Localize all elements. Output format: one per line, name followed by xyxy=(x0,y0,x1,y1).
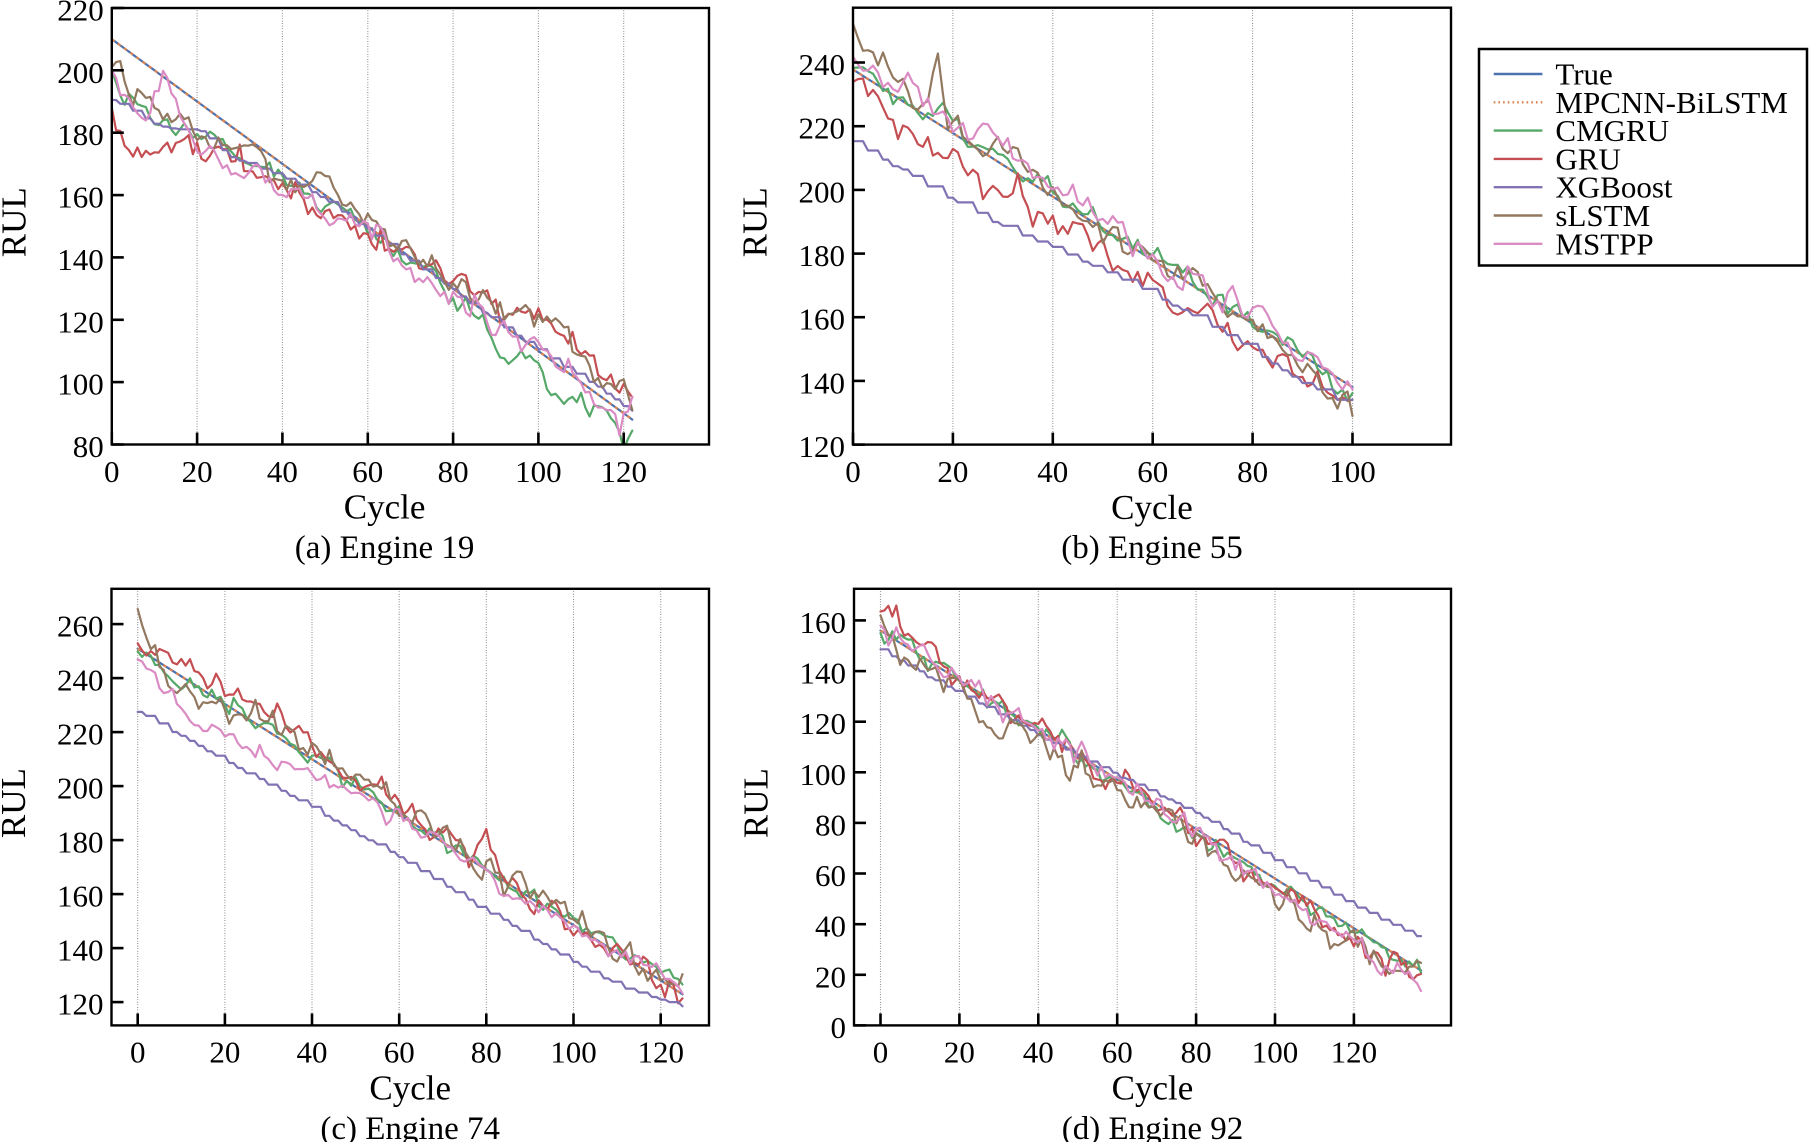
svg-text:100: 100 xyxy=(1252,1035,1299,1070)
svg-text:40: 40 xyxy=(267,454,298,489)
svg-text:20: 20 xyxy=(209,1035,240,1070)
svg-text:260: 260 xyxy=(57,609,104,644)
svg-text:100: 100 xyxy=(1329,454,1376,489)
svg-text:240: 240 xyxy=(799,47,846,82)
svg-text:20: 20 xyxy=(182,454,213,489)
svg-text:180: 180 xyxy=(57,117,104,152)
svg-text:60: 60 xyxy=(352,454,383,489)
svg-text:80: 80 xyxy=(1237,454,1268,489)
svg-text:0: 0 xyxy=(104,454,120,489)
svg-text:200: 200 xyxy=(57,771,104,806)
svg-text:120: 120 xyxy=(637,1035,684,1070)
svg-text:80: 80 xyxy=(815,807,846,842)
svg-text:120: 120 xyxy=(600,454,647,489)
svg-text:80: 80 xyxy=(438,454,469,489)
svg-text:60: 60 xyxy=(1102,1035,1133,1070)
svg-text:180: 180 xyxy=(57,825,104,860)
svg-text:60: 60 xyxy=(1137,454,1168,489)
svg-text:0: 0 xyxy=(831,1010,847,1045)
svg-text:220: 220 xyxy=(799,111,846,146)
svg-text:0: 0 xyxy=(130,1035,146,1070)
svg-text:MPCNN-BiLSTM: MPCNN-BiLSTM xyxy=(1555,85,1788,120)
svg-text:20: 20 xyxy=(937,454,968,489)
svg-text:True: True xyxy=(1555,57,1612,92)
svg-text:(c) Engine 74: (c) Engine 74 xyxy=(320,1111,500,1142)
svg-text:160: 160 xyxy=(57,879,104,914)
svg-text:80: 80 xyxy=(73,429,104,464)
svg-text:CMGRU: CMGRU xyxy=(1555,113,1669,148)
svg-text:40: 40 xyxy=(1037,454,1068,489)
svg-text:40: 40 xyxy=(297,1035,328,1070)
svg-text:120: 120 xyxy=(57,987,104,1022)
svg-text:RUL: RUL xyxy=(737,768,776,838)
svg-text:120: 120 xyxy=(1331,1035,1378,1070)
svg-text:160: 160 xyxy=(800,605,847,640)
svg-text:RUL: RUL xyxy=(0,768,33,838)
svg-text:140: 140 xyxy=(57,242,104,277)
svg-text:GRU: GRU xyxy=(1555,141,1620,176)
svg-text:(b) Engine 55: (b) Engine 55 xyxy=(1061,530,1242,566)
svg-text:RUL: RUL xyxy=(0,187,33,257)
svg-text:220: 220 xyxy=(57,0,104,28)
svg-text:(d) Engine 92: (d) Engine 92 xyxy=(1062,1111,1243,1142)
svg-text:140: 140 xyxy=(799,365,846,400)
svg-text:120: 120 xyxy=(799,429,846,464)
svg-text:20: 20 xyxy=(944,1035,975,1070)
svg-text:40: 40 xyxy=(1023,1035,1054,1070)
svg-text:Cycle: Cycle xyxy=(1112,1069,1194,1108)
svg-text:Cycle: Cycle xyxy=(369,1069,451,1108)
svg-text:220: 220 xyxy=(57,717,104,752)
svg-text:100: 100 xyxy=(800,757,847,792)
svg-text:160: 160 xyxy=(57,180,104,215)
svg-text:200: 200 xyxy=(799,174,846,209)
svg-text:140: 140 xyxy=(800,656,847,691)
svg-text:(a) Engine 19: (a) Engine 19 xyxy=(295,530,475,566)
svg-text:60: 60 xyxy=(815,858,846,893)
svg-text:60: 60 xyxy=(384,1035,415,1070)
svg-text:0: 0 xyxy=(873,1035,889,1070)
svg-text:200: 200 xyxy=(57,55,104,90)
svg-text:240: 240 xyxy=(57,663,104,698)
svg-text:160: 160 xyxy=(799,302,846,337)
svg-text:100: 100 xyxy=(57,367,104,402)
svg-text:100: 100 xyxy=(515,454,562,489)
svg-text:140: 140 xyxy=(57,933,104,968)
svg-text:0: 0 xyxy=(845,454,861,489)
svg-text:80: 80 xyxy=(471,1035,502,1070)
svg-text:Cycle: Cycle xyxy=(344,488,426,527)
svg-text:40: 40 xyxy=(815,909,846,944)
svg-text:20: 20 xyxy=(815,959,846,994)
svg-text:120: 120 xyxy=(800,706,847,741)
svg-text:120: 120 xyxy=(57,304,104,339)
svg-text:180: 180 xyxy=(799,238,846,273)
svg-text:100: 100 xyxy=(550,1035,597,1070)
svg-text:Cycle: Cycle xyxy=(1111,488,1193,527)
svg-text:MSTPP: MSTPP xyxy=(1555,226,1653,261)
svg-text:RUL: RUL xyxy=(736,187,775,257)
svg-text:sLSTM: sLSTM xyxy=(1555,198,1650,233)
svg-text:XGBoost: XGBoost xyxy=(1555,170,1673,205)
svg-text:80: 80 xyxy=(1181,1035,1212,1070)
